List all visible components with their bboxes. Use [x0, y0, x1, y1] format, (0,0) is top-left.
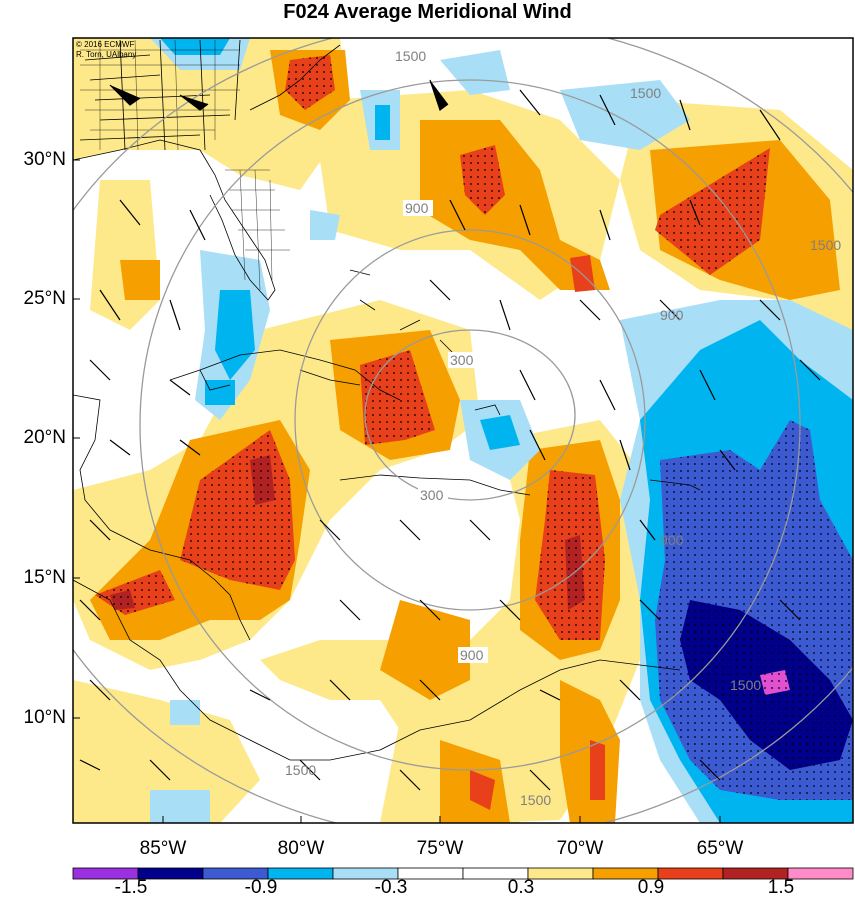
contour-label: 900 — [405, 200, 429, 216]
axis-ticks — [73, 159, 721, 823]
colorbar-swatch — [787, 867, 854, 880]
contour-label: 300 — [450, 352, 474, 368]
contour-label: 900 — [660, 307, 684, 323]
latitude-label: 10°N — [23, 707, 66, 728]
colorbar-label: -0.3 — [374, 877, 408, 898]
latitude-label: 25°N — [23, 288, 66, 309]
shading-layer: 300 300 900 900 900 900 1500 1500 1500 1… — [73, 38, 853, 823]
wind-barbs — [79, 79, 821, 791]
colorbar-label: -0.9 — [244, 877, 278, 898]
longitude-label: 65°W — [696, 838, 744, 859]
colorbar-label: -1.5 — [114, 877, 148, 898]
longitude-label: 80°W — [277, 838, 325, 859]
latitude-label: 20°N — [23, 427, 66, 448]
distance-contours — [73, 38, 853, 823]
credit-text: © 2016 ECMWF R. Torn, UAlbany — [76, 40, 137, 59]
colorbar-label: 1.5 — [767, 877, 795, 898]
contour-label: 1500 — [810, 237, 841, 253]
contour-label: 1500 — [630, 85, 661, 101]
stippling — [95, 55, 853, 800]
contour-label: 900 — [460, 647, 484, 663]
contour-label-group: 300 300 900 900 900 900 1500 1500 1500 1… — [285, 48, 841, 808]
longitude-label: 75°W — [416, 838, 464, 859]
map-frame — [72, 37, 854, 824]
contour-label: 300 — [420, 487, 444, 503]
colorbar — [72, 867, 854, 880]
colorbar-label: 0.9 — [637, 877, 665, 898]
contour-label: 1500 — [395, 48, 426, 64]
contour-label: 1500 — [730, 677, 761, 693]
contour-label: 900 — [660, 532, 684, 548]
colorbar-label: 0.3 — [507, 877, 535, 898]
contour-label: 1500 — [520, 792, 551, 808]
longitude-label: 85°W — [139, 838, 187, 859]
latitude-label: 15°N — [23, 567, 66, 588]
map-title: F024 Average Meridional Wind — [283, 1, 572, 23]
latitude-label: 30°N — [23, 149, 66, 170]
longitude-label: 70°W — [556, 838, 604, 859]
contour-label: 1500 — [285, 762, 316, 778]
